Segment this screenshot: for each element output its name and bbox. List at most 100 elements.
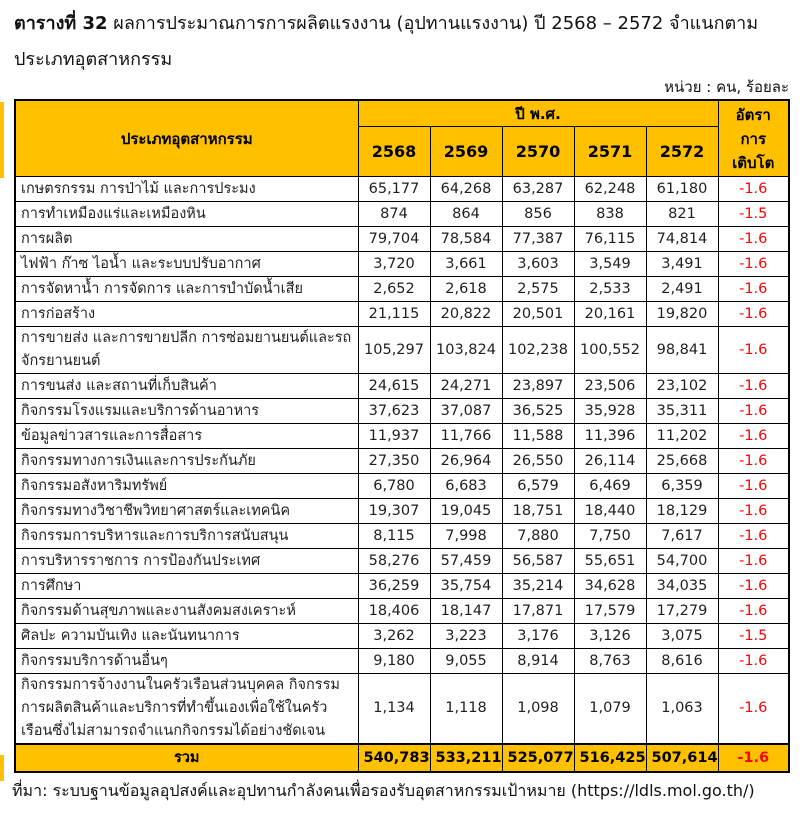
value-cell: 3,262: [357, 623, 431, 649]
value-cell: 2,533: [573, 276, 647, 302]
value-cell: 2,618: [429, 276, 503, 302]
value-cell: 18,440: [573, 498, 647, 524]
table-row: กิจกรรมด้านสุขภาพและงานสังคมสงเคราะห์ 18,…: [14, 598, 790, 624]
value-cell: 9,180: [357, 648, 431, 674]
value-cell: 821: [645, 201, 719, 227]
table-title-text: ผลการประมาณการการผลิตแรงงาน (อุปทานแรงงา…: [14, 13, 759, 70]
col-header-year-group: ปี พ.ศ.: [357, 99, 719, 127]
value-cell: 35,928: [573, 398, 647, 424]
table-row: การก่อสร้าง 21,115 20,822 20,501 20,161 19,82…: [14, 301, 790, 327]
table-row: การบริหารราชการ การป้องกันประเทศ 58,276 57…: [14, 548, 790, 574]
unit-note: หน่วย : คน, ร้อยละ: [664, 78, 789, 96]
growth-rate-cell: -1.6: [717, 473, 790, 499]
value-cell: 76,115: [573, 226, 647, 252]
col-header-growth: อัตรา การ เติบโต: [717, 99, 790, 177]
table-row: กิจกรรมอสังหาริมทรัพย์ 6,780 6,683 6,579 6,4…: [14, 473, 790, 499]
value-cell: 61,180: [645, 176, 719, 202]
value-cell: 18,129: [645, 498, 719, 524]
industry-name: กิจกรรมการจ้างงานในครัวเรือนส่วนบุคคล กิ…: [14, 673, 359, 745]
industry-name: ไฟฟ้า ก๊าซ ไอน้ำ และระบบปรับอากาศ: [14, 251, 359, 277]
year-header-row: 2568 2569 2570 2571 2572: [15, 126, 789, 177]
value-cell: 540,783: [357, 743, 431, 773]
value-cell: 7,617: [645, 523, 719, 549]
industry-name: กิจกรรมบริการด้านอื่นๆ: [14, 648, 359, 674]
table-row: กิจกรรมทางการเงินและการประกันภัย 27,350 26…: [14, 448, 790, 474]
value-cell: 100,552: [573, 326, 647, 374]
industry-name: กิจกรรมทางการเงินและการประกันภัย: [14, 448, 359, 474]
table-row: การศึกษา 36,259 35,754 35,214 34,628 34,035 -1…: [14, 573, 790, 599]
value-cell: 6,469: [573, 473, 647, 499]
value-cell: 56,587: [501, 548, 575, 574]
growth-rate-cell: -1.6: [717, 648, 790, 674]
value-cell: 20,161: [573, 301, 647, 327]
value-cell: 17,279: [645, 598, 719, 624]
table-row: การผลิต 79,704 78,584 77,387 76,115 74,814 -1.…: [14, 226, 790, 252]
value-cell: 37,623: [357, 398, 431, 424]
industry-name: การศึกษา: [14, 573, 359, 599]
value-cell: 36,259: [357, 573, 431, 599]
value-cell: 3,661: [429, 251, 503, 277]
value-cell: 525,077: [501, 743, 575, 773]
table-row: กิจกรรมทางวิชาชีพวิทยาศาสตร์และเทคนิค 19,…: [14, 498, 790, 524]
value-cell: 6,683: [429, 473, 503, 499]
value-cell: 25,668: [645, 448, 719, 474]
growth-rate-cell: -1.5: [717, 201, 790, 227]
table-row: การขายส่ง และการขายปลีก การซ่อมยานยนต์แล…: [14, 326, 790, 374]
table-row: การขนส่ง และสถานที่เก็บสินค้า 24,615 24,27…: [14, 373, 790, 399]
growth-rate-cell: -1.6: [717, 176, 790, 202]
value-cell: 54,700: [645, 548, 719, 574]
industry-name: การผลิต: [14, 226, 359, 252]
value-cell: 3,126: [573, 623, 647, 649]
value-cell: 23,506: [573, 373, 647, 399]
table-row: ศิลปะ ความบันเทิง และนันทนาการ 3,262 3,223…: [14, 623, 790, 649]
table-row: กิจกรรมการบริหารและการบริการสนับสนุน 8,11…: [14, 523, 790, 549]
value-cell: 6,780: [357, 473, 431, 499]
value-cell: 8,115: [357, 523, 431, 549]
value-cell: 8,763: [573, 648, 647, 674]
value-cell: 3,075: [645, 623, 719, 649]
total-label: รวม: [14, 743, 359, 773]
growth-rate-cell: -1.6: [717, 326, 790, 374]
growth-rate-cell: -1.6: [717, 523, 790, 549]
value-cell: 1,098: [501, 673, 575, 745]
value-cell: 874: [357, 201, 431, 227]
value-cell: 79,704: [357, 226, 431, 252]
table-row: ข้อมูลข่าวสารและการสื่อสาร 11,937 11,766 11…: [14, 423, 790, 449]
value-cell: 23,897: [501, 373, 575, 399]
value-cell: 1,118: [429, 673, 503, 745]
value-cell: 35,214: [501, 573, 575, 599]
growth-rate-cell: -1.5: [717, 623, 790, 649]
col-header-year-2571: 2571: [573, 126, 647, 177]
growth-rate-cell: -1.6: [717, 276, 790, 302]
value-cell: 19,045: [429, 498, 503, 524]
value-cell: 78,584: [429, 226, 503, 252]
value-cell: 17,871: [501, 598, 575, 624]
value-cell: 62,248: [573, 176, 647, 202]
value-cell: 7,750: [573, 523, 647, 549]
left-edge-header-sliver: [0, 102, 4, 178]
growth-rate-cell: -1.6: [717, 498, 790, 524]
left-edge-total-sliver: [0, 755, 4, 781]
value-cell: 11,937: [357, 423, 431, 449]
value-cell: 3,603: [501, 251, 575, 277]
industry-name: การบริหารราชการ การป้องกันประเทศ: [14, 548, 359, 574]
industry-name: ศิลปะ ความบันเทิง และนันทนาการ: [14, 623, 359, 649]
value-cell: 36,525: [501, 398, 575, 424]
table-row: การทำเหมืองแร่และเหมืองหิน 874 864 856 838 82…: [14, 201, 790, 227]
value-cell: 105,297: [357, 326, 431, 374]
value-cell: 3,176: [501, 623, 575, 649]
table-body: เกษตรกรรม การป่าไม้ และการประมง 65,177 64,…: [14, 176, 790, 773]
value-cell: 6,359: [645, 473, 719, 499]
col-header-year-2568: 2568: [357, 126, 431, 177]
value-cell: 19,820: [645, 301, 719, 327]
value-cell: 516,425: [573, 743, 647, 773]
value-cell: 64,268: [429, 176, 503, 202]
value-cell: 57,459: [429, 548, 503, 574]
value-cell: 37,087: [429, 398, 503, 424]
value-cell: 34,035: [645, 573, 719, 599]
col-header-year-2569: 2569: [429, 126, 503, 177]
value-cell: 533,211: [429, 743, 503, 773]
labor-supply-table: ประเภทอุตสาหกรรม ปี พ.ศ. อัตรา การ เติบโ…: [14, 99, 790, 773]
growth-rate-cell: -1.6: [717, 673, 790, 745]
growth-rate-cell: -1.6: [717, 598, 790, 624]
